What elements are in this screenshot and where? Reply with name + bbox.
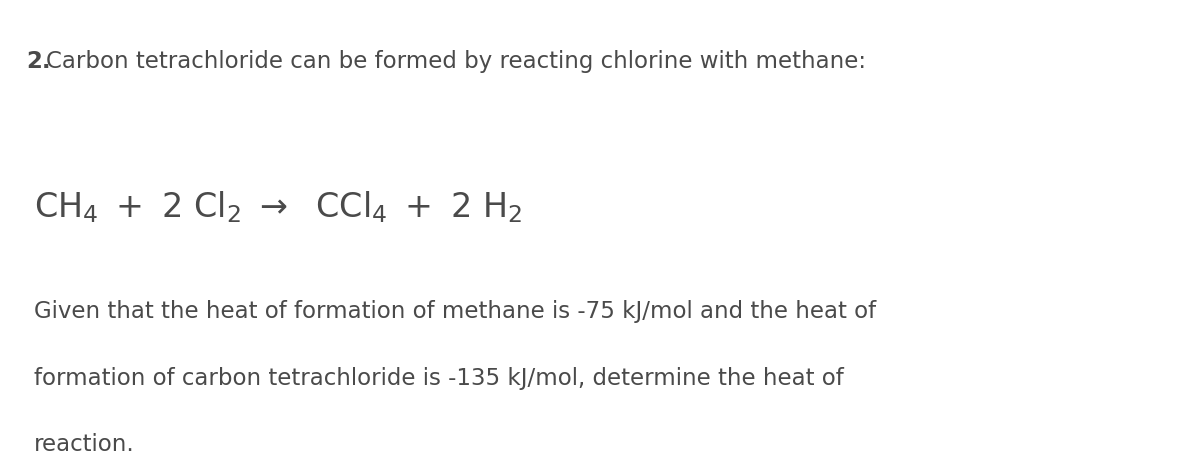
Text: Carbon tetrachloride can be formed by reacting chlorine with methane:: Carbon tetrachloride can be formed by re… bbox=[46, 50, 865, 73]
Text: reaction.: reaction. bbox=[34, 433, 134, 456]
Text: $\mathrm{CH_4\ +\ 2\ Cl_2\ \rightarrow\ \ CCl_4\ +\ 2\ H_2}$: $\mathrm{CH_4\ +\ 2\ Cl_2\ \rightarrow\ … bbox=[34, 189, 522, 225]
Text: formation of carbon tetrachloride is -135 kJ/mol, determine the heat of: formation of carbon tetrachloride is -13… bbox=[34, 367, 844, 390]
Text: 2.: 2. bbox=[26, 50, 52, 73]
Text: Given that the heat of formation of methane is -75 kJ/mol and the heat of: Given that the heat of formation of meth… bbox=[34, 300, 876, 324]
